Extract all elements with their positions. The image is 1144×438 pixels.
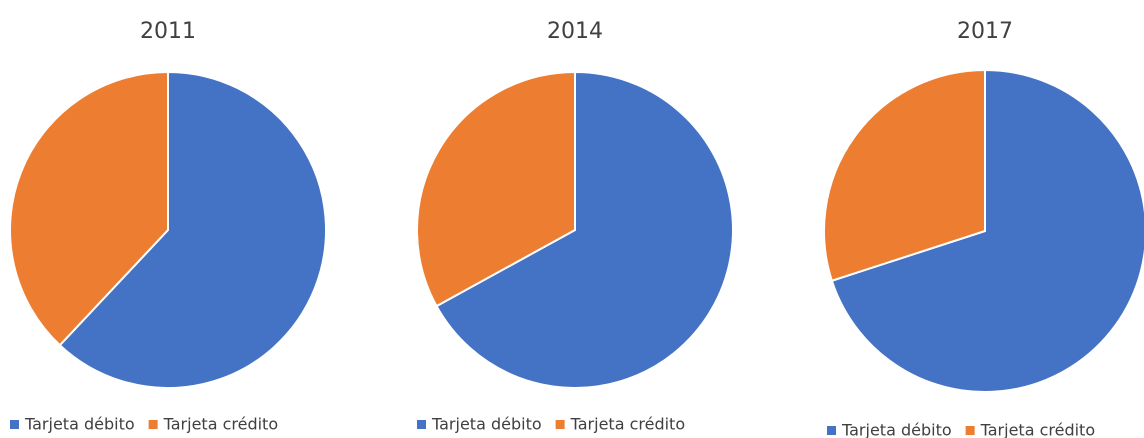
legend-label: Tarjeta crédito [570,415,686,434]
legend-label: Tarjeta débito [24,415,135,434]
legend-swatch [555,420,565,429]
legend-swatch [417,420,426,429]
legend-swatch [148,420,158,429]
chart-title: 2017 [957,19,1013,44]
pie-slice [830,68,1144,393]
pie-slice [823,68,986,283]
pie-slice [58,70,327,389]
legend-swatch [965,426,975,435]
pie-slice [435,70,734,389]
legend-label: Tarjeta crédito [163,415,279,434]
chart-title: 2014 [547,19,603,44]
legend-label: Tarjeta crédito [980,421,1096,438]
legend-swatch [827,426,836,435]
pie-slice [9,70,169,347]
legend-label: Tarjeta débito [431,415,542,434]
pie-slice [416,70,576,308]
legend-swatch [10,420,19,429]
legend-label: Tarjeta débito [841,421,952,438]
chart-title: 2011 [140,19,196,44]
